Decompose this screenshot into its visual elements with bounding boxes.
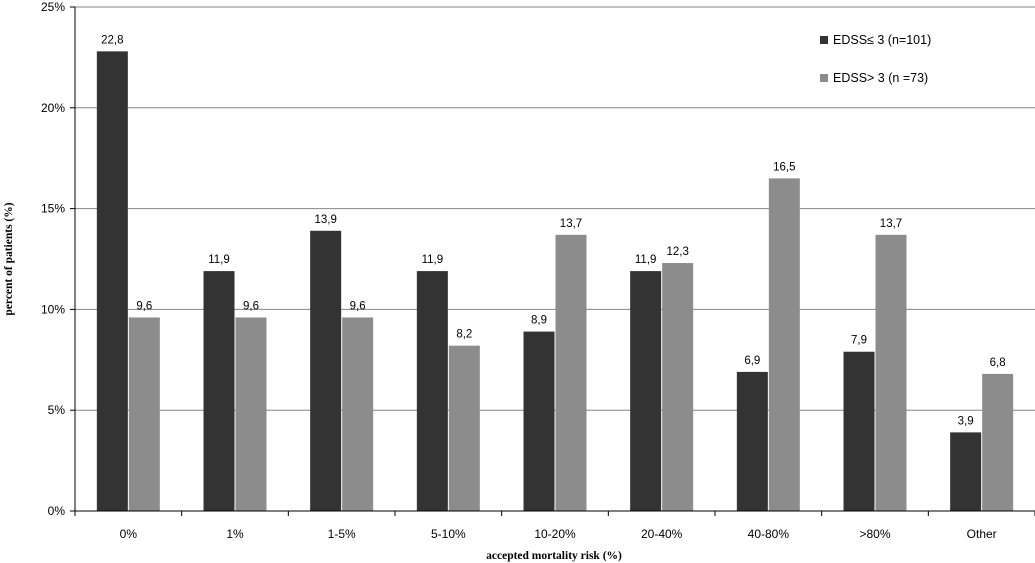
legend-label-edss-gt-3: EDSS> 3 (n =73) [833, 71, 928, 85]
x-tick-label: 40-80% [748, 527, 790, 541]
y-tick-label: 10% [41, 302, 65, 316]
bar-1-5pct-series-1 [310, 230, 342, 511]
gridlines [75, 6, 1035, 411]
bar-40-80pct-series-2 [768, 178, 800, 512]
bar-1pct-series-1 [203, 271, 235, 511]
legend: EDSS≤ 3 (n=101) EDSS> 3 (n =73) [820, 33, 931, 85]
data-label: 9,6 [350, 300, 366, 312]
data-label: 11,9 [422, 254, 444, 266]
data-label: 8,2 [456, 329, 472, 341]
x-tick-label: Other [967, 527, 997, 541]
x-tick-label: 10-20% [534, 527, 576, 541]
data-label: 13,7 [560, 218, 582, 230]
y-tick-label: 0% [48, 504, 66, 518]
data-label: 9,6 [136, 300, 152, 312]
data-label: 16,5 [773, 161, 795, 173]
bar-gt80pct-series-1 [843, 351, 875, 511]
y-axis-ticks: 0% 5% 10% 15% 20% 25% [41, 0, 75, 518]
data-label: 7,9 [851, 335, 867, 347]
legend-swatch-edss-le-3 [820, 36, 828, 44]
y-tick-label: 15% [41, 202, 65, 216]
y-axis-title: percent of patients (%) [3, 202, 15, 315]
x-tick-label: 20-40% [641, 527, 683, 541]
legend-swatch-edss-gt-3 [820, 74, 828, 82]
y-tick-label: 5% [48, 403, 66, 417]
bars [96, 51, 1014, 512]
data-label: 3,9 [958, 415, 974, 427]
x-tick-label: 0% [120, 527, 138, 541]
data-label: 8,9 [531, 315, 547, 327]
y-tick-label: 25% [41, 0, 65, 14]
bar-40-80pct-series-1 [736, 371, 768, 511]
data-label: 11,9 [208, 254, 230, 266]
bar-other-series-2 [982, 373, 1014, 511]
legend-label-edss-le-3: EDSS≤ 3 (n=101) [833, 33, 931, 47]
x-tick-label: 1-5% [328, 527, 356, 541]
bar-5-10pct-series-1 [416, 271, 448, 511]
data-label: 6,9 [744, 355, 760, 367]
x-tick-label: >80% [859, 527, 890, 541]
bar-10-20pct-series-1 [523, 331, 555, 511]
bar-0pct-series-2 [128, 317, 160, 511]
data-labels: 22,8 9,6 11,9 9,6 13,9 9,6 11,9 8,2 8,9 13,7 11,9 1… [101, 34, 1006, 427]
data-label: 9,6 [243, 300, 259, 312]
data-label: 13,7 [880, 218, 902, 230]
bar-1pct-series-2 [235, 317, 267, 511]
x-tick-label: 1% [226, 527, 244, 541]
x-tick-label: 5-10% [431, 527, 466, 541]
bar-0pct-series-1 [96, 51, 128, 512]
bar-other-series-1 [950, 432, 982, 511]
bar-20-40pct-series-2 [662, 263, 694, 511]
data-label: 11,9 [635, 254, 657, 266]
x-axis-title: accepted mortality risk (%) [486, 550, 622, 562]
bar-5-10pct-series-2 [448, 345, 480, 511]
x-axis-ticks: 0% 1% 1-5% 5-10% 10-20% 20-40% 40-80% >80% Other [74, 511, 1035, 541]
bar-gt80pct-series-2 [875, 234, 907, 512]
y-tick-label: 20% [41, 101, 65, 115]
bar-1-5pct-series-2 [342, 317, 374, 511]
bar-10-20pct-series-2 [555, 234, 587, 512]
data-label: 12,3 [666, 246, 688, 258]
data-label: 6,8 [990, 357, 1006, 369]
data-label: 13,9 [314, 214, 336, 226]
bar-20-40pct-series-1 [630, 271, 662, 511]
data-label: 22,8 [101, 34, 123, 46]
